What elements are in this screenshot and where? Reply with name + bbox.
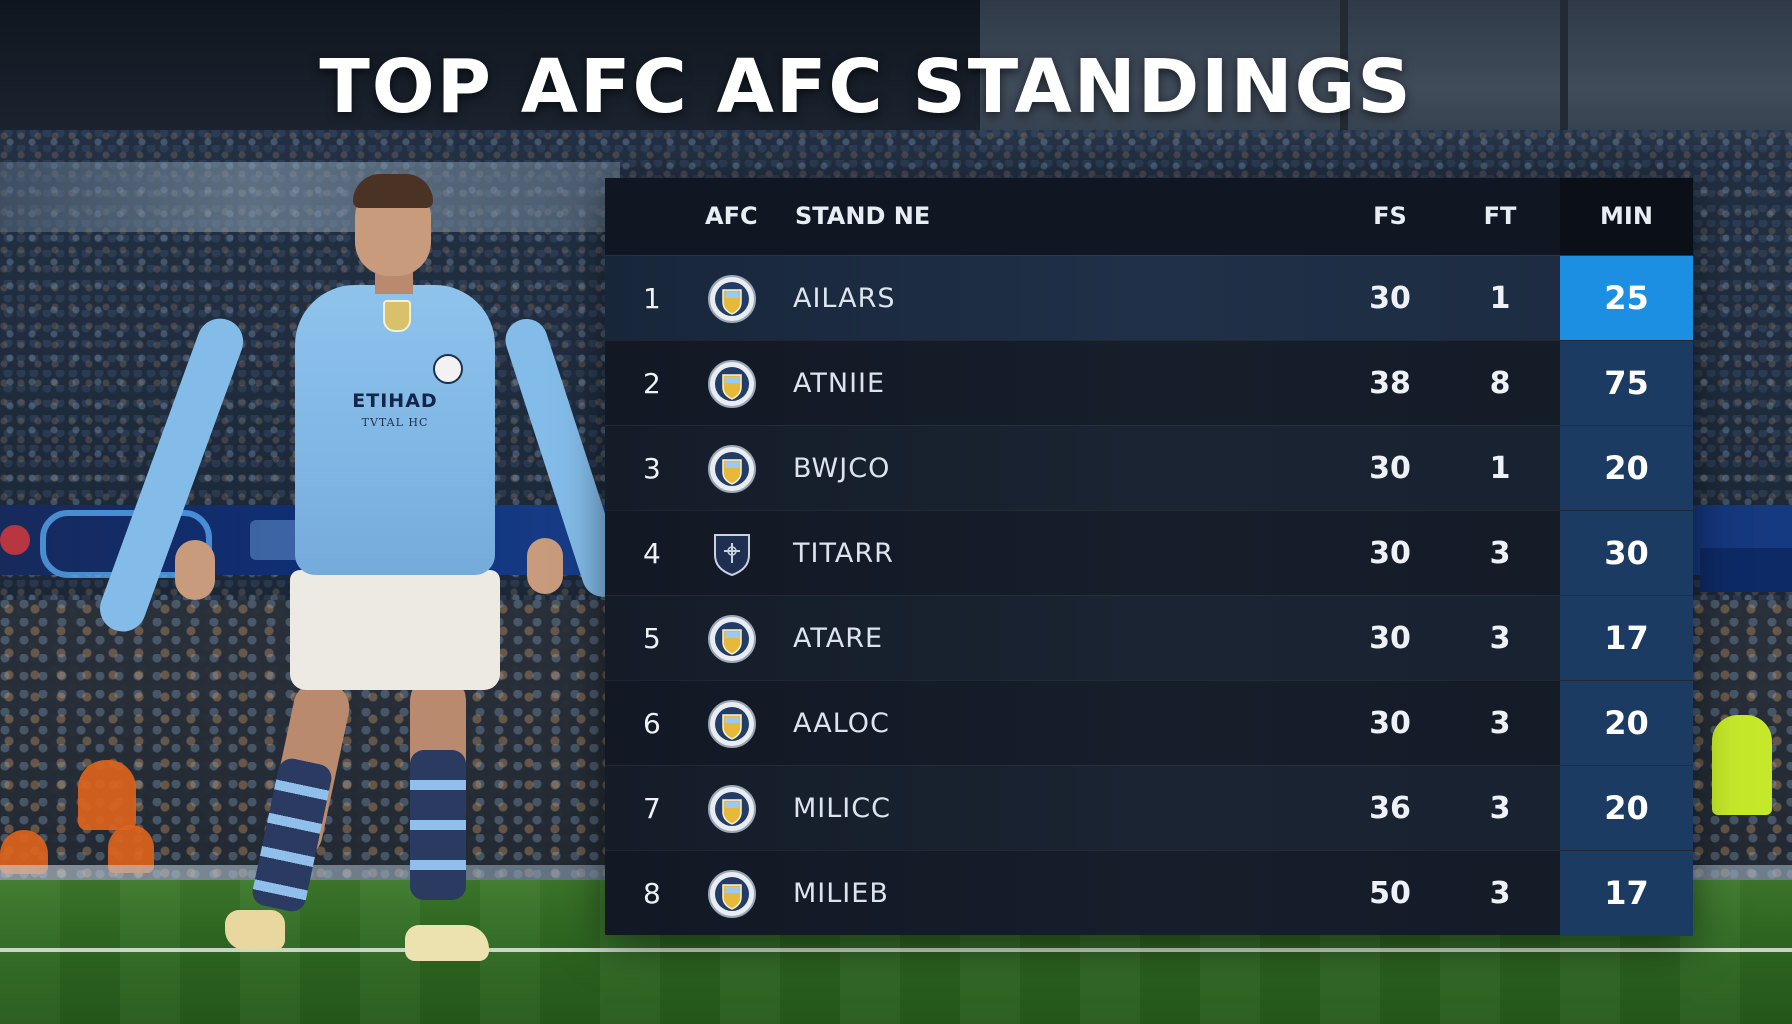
led-advert-band-right: [1700, 548, 1792, 592]
page-title-text: TOP AFC AFC STANDINGS: [319, 44, 1413, 130]
roof-beam: [1560, 0, 1568, 140]
rank-cell: 3: [643, 452, 661, 485]
ft-cell: 8: [1489, 366, 1511, 401]
team-name-cell: TITARR: [793, 538, 894, 569]
player-hand: [175, 540, 215, 600]
steward-figure: [78, 760, 136, 830]
player-boot: [405, 925, 489, 961]
fs-cell: 30: [1369, 536, 1411, 571]
fs-cell: 30: [1369, 706, 1411, 741]
table-row: 4 TITARR 30 3 30: [605, 510, 1693, 596]
header-min: MIN: [1560, 178, 1693, 255]
league-badge-icon: [433, 354, 463, 384]
rank-cell: 1: [643, 282, 661, 315]
fs-cell: 38: [1369, 366, 1411, 401]
pitch-line: [0, 948, 1792, 952]
round-club-crest-icon: [707, 869, 757, 919]
led-light: [0, 525, 30, 555]
rank-cell: 4: [643, 537, 661, 570]
table-row: 6 AALOC 30 3 20: [605, 680, 1693, 766]
team-name-cell: MILIEB: [793, 878, 889, 909]
player-shorts: [290, 570, 500, 690]
rank-cell: 6: [643, 707, 661, 740]
team-name-cell: MILICC: [793, 793, 891, 824]
player-figure: ETIHAD TVTAL HC: [93, 170, 630, 970]
team-name-cell: AILARS: [793, 283, 896, 314]
player-boot: [225, 910, 285, 950]
round-club-crest-icon: [707, 444, 757, 494]
fs-cell: 50: [1369, 876, 1411, 911]
rank-cell: 5: [643, 622, 661, 655]
stadium-roof: [980, 0, 1792, 150]
table-header: AFC STAND NE FS FT MIN: [605, 178, 1693, 255]
table-body: 1 AILARS 30 1 25 2 ATNIIE 38 8 75 3 BWJCO 30 1 20 4 TITA…: [605, 255, 1693, 936]
player-hand: [527, 538, 563, 594]
club-badge-icon: [383, 300, 411, 332]
ft-cell: 1: [1489, 451, 1511, 486]
round-club-crest-icon: [707, 359, 757, 409]
ft-cell: 3: [1489, 791, 1511, 826]
table-row: 2 ATNIIE 38 8 75: [605, 340, 1693, 426]
shield-crest-icon: [707, 529, 757, 579]
table-row: 7 MILICC 36 3 20: [605, 765, 1693, 851]
min-cell: 20: [1560, 681, 1693, 766]
header-ft: FT: [1483, 202, 1517, 230]
steward-figure: [1712, 715, 1772, 815]
ft-cell: 3: [1489, 621, 1511, 656]
player-sock: [410, 750, 466, 900]
shirt-sponsor: ETIHAD: [352, 390, 438, 412]
table-row: 5 ATARE 30 3 17: [605, 595, 1693, 681]
min-cell: 75: [1560, 341, 1693, 426]
fs-cell: 30: [1369, 281, 1411, 316]
fs-cell: 36: [1369, 791, 1411, 826]
header-group: AFC: [705, 202, 758, 230]
min-cell: 20: [1560, 426, 1693, 511]
team-name-cell: BWJCO: [793, 453, 891, 484]
upper-tier-boards: [0, 162, 620, 232]
table-row: 1 AILARS 30 1 25: [605, 255, 1693, 341]
ft-cell: 1: [1489, 281, 1511, 316]
min-cell: 17: [1560, 851, 1693, 936]
round-club-crest-icon: [707, 784, 757, 834]
table-row: 3 BWJCO 30 1 20: [605, 425, 1693, 511]
player-shirt: [295, 285, 495, 575]
page-title: TOP AFC AFC STANDINGS: [0, 44, 1792, 130]
team-name-cell: AALOC: [793, 708, 890, 739]
ft-cell: 3: [1489, 876, 1511, 911]
table-row: 8 MILIEB 50 3 17: [605, 850, 1693, 936]
header-team: STAND NE: [795, 202, 931, 230]
round-club-crest-icon: [707, 699, 757, 749]
player-hair: [353, 174, 433, 208]
min-cell: 20: [1560, 766, 1693, 851]
min-cell: 30: [1560, 511, 1693, 596]
fs-cell: 30: [1369, 451, 1411, 486]
roof-beam: [1340, 0, 1348, 140]
team-name-cell: ATNIIE: [793, 368, 886, 399]
ft-cell: 3: [1489, 706, 1511, 741]
header-fs: FS: [1373, 202, 1407, 230]
shirt-sponsor-sub: TVTAL HC: [361, 416, 429, 429]
min-cell: 25: [1560, 256, 1693, 341]
fs-cell: 30: [1369, 621, 1411, 656]
min-cell: 17: [1560, 596, 1693, 681]
rank-cell: 2: [643, 367, 661, 400]
round-club-crest-icon: [707, 274, 757, 324]
round-club-crest-icon: [707, 614, 757, 664]
ft-cell: 3: [1489, 536, 1511, 571]
team-name-cell: ATARE: [793, 623, 884, 654]
rank-cell: 8: [643, 877, 661, 910]
standings-table: AFC STAND NE FS FT MIN 1 AILARS 30 1 25 2 ATNI…: [605, 178, 1693, 936]
rank-cell: 7: [643, 792, 661, 825]
